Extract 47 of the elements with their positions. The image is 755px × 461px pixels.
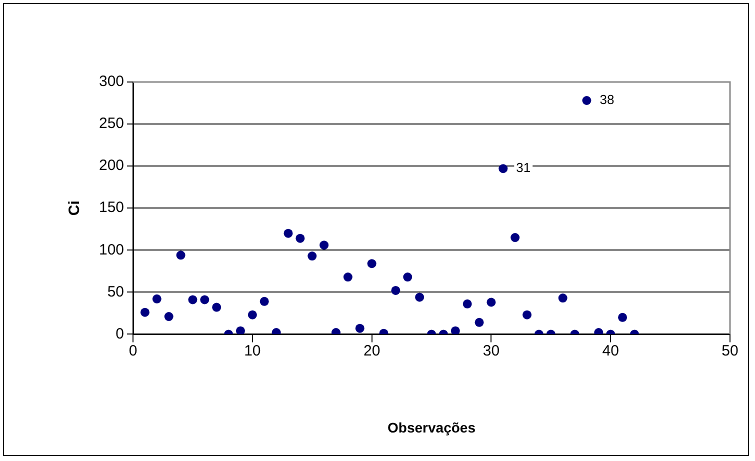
point — [212, 302, 222, 312]
point — [176, 250, 186, 260]
point — [188, 295, 198, 304]
point — [260, 296, 269, 306]
point — [558, 294, 568, 303]
point — [391, 286, 400, 295]
point — [498, 164, 508, 174]
point — [343, 272, 352, 282]
point — [248, 310, 257, 320]
x-tick-label: 0 — [128, 342, 138, 360]
annotation: 31 — [516, 160, 531, 176]
x-tick-label: 20 — [363, 342, 380, 360]
point — [462, 299, 472, 308]
point — [200, 295, 210, 304]
point — [320, 240, 329, 250]
y-tick-label: 0 — [116, 325, 124, 342]
x-tick-label: 10 — [244, 342, 261, 360]
point — [474, 318, 484, 327]
point — [582, 96, 592, 105]
y-tick-label: 250 — [98, 115, 124, 132]
point — [296, 234, 305, 243]
point — [618, 312, 628, 322]
point — [450, 326, 460, 334]
y-axis-title: Ci — [66, 200, 84, 216]
y-tick-label: 100 — [98, 241, 124, 258]
x-axis-title: Observações — [388, 419, 476, 436]
point — [355, 324, 364, 333]
y-tick-label: 200 — [98, 157, 124, 174]
y-tick-label: 300 — [98, 73, 124, 90]
annotation: 38 — [600, 92, 614, 108]
point — [284, 228, 293, 238]
point — [486, 298, 496, 307]
point — [236, 326, 245, 334]
point — [140, 308, 150, 317]
y-tick-label: 50 — [107, 283, 124, 300]
x-tick-label: 50 — [722, 342, 738, 360]
point — [152, 294, 162, 304]
point — [510, 233, 520, 242]
point — [415, 292, 424, 302]
y-tick-label: 150 — [98, 199, 124, 216]
point — [522, 310, 532, 320]
x-tick-label: 40 — [602, 342, 619, 360]
point — [403, 272, 412, 282]
point — [367, 259, 376, 268]
x-tick-label: 30 — [482, 342, 500, 360]
point — [164, 312, 174, 322]
point — [308, 252, 317, 261]
